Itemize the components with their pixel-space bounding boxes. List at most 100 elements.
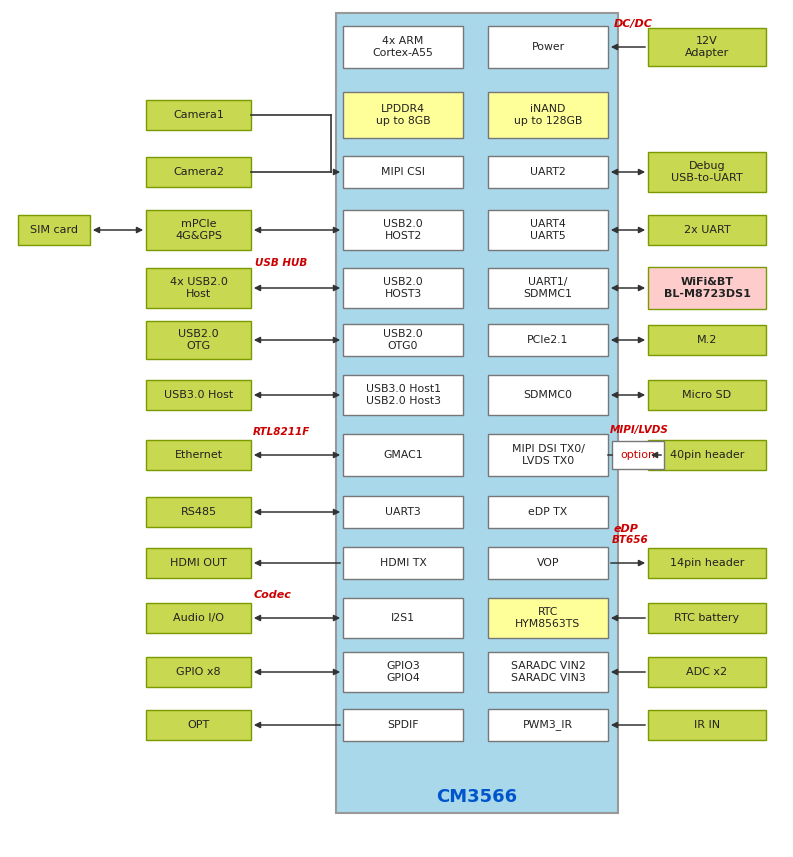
Text: USB2.0
OTG0: USB2.0 OTG0 xyxy=(383,329,423,351)
Text: Audio I/O: Audio I/O xyxy=(173,613,224,623)
Text: 40pin header: 40pin header xyxy=(670,450,744,460)
Text: Codec: Codec xyxy=(254,590,292,600)
Bar xyxy=(488,375,608,415)
Text: option: option xyxy=(620,450,656,460)
Text: Debug
USB-to-UART: Debug USB-to-UART xyxy=(671,161,743,183)
Text: Ethernet: Ethernet xyxy=(174,450,223,460)
Bar xyxy=(343,598,463,638)
Text: GPIO3
GPIO4: GPIO3 GPIO4 xyxy=(386,662,419,683)
Text: LPDDR4
up to 8GB: LPDDR4 up to 8GB xyxy=(376,105,431,126)
Bar xyxy=(343,547,463,579)
Text: 2x UART: 2x UART xyxy=(684,225,730,235)
Bar xyxy=(488,547,608,579)
Text: OPT: OPT xyxy=(187,720,209,730)
Bar xyxy=(343,210,463,250)
Bar xyxy=(343,156,463,188)
Text: GPIO x8: GPIO x8 xyxy=(176,667,220,677)
Text: UART3: UART3 xyxy=(385,507,421,517)
Text: Camera2: Camera2 xyxy=(173,167,224,177)
Bar xyxy=(146,100,251,130)
Text: PCIe2.1: PCIe2.1 xyxy=(527,335,569,345)
Text: HDMI TX: HDMI TX xyxy=(380,558,427,568)
Text: SIM card: SIM card xyxy=(30,225,78,235)
Text: SDMMC0: SDMMC0 xyxy=(523,390,573,400)
Bar xyxy=(146,657,251,687)
Bar xyxy=(146,440,251,470)
Text: USB HUB: USB HUB xyxy=(255,258,307,268)
Bar xyxy=(648,440,766,470)
Bar xyxy=(488,434,608,476)
Text: 14pin header: 14pin header xyxy=(670,558,744,568)
Text: RS485: RS485 xyxy=(181,507,216,517)
Bar xyxy=(648,710,766,740)
Bar xyxy=(648,267,766,309)
Text: USB3.0 Host1
USB2.0 Host3: USB3.0 Host1 USB2.0 Host3 xyxy=(366,384,440,406)
Text: RTC battery: RTC battery xyxy=(674,613,740,623)
Text: USB2.0
HOST2: USB2.0 HOST2 xyxy=(383,219,423,241)
Text: eDP TX: eDP TX xyxy=(528,507,568,517)
Text: BT656: BT656 xyxy=(612,535,649,545)
Bar xyxy=(343,375,463,415)
Text: eDP: eDP xyxy=(614,524,639,534)
Text: mPCIe
4G&GPS: mPCIe 4G&GPS xyxy=(175,219,222,241)
Bar xyxy=(488,324,608,356)
Bar xyxy=(146,548,251,578)
Text: UART1/
SDMMC1: UART1/ SDMMC1 xyxy=(523,277,573,299)
Text: UART2: UART2 xyxy=(531,167,566,177)
Text: iNAND
up to 128GB: iNAND up to 128GB xyxy=(514,105,582,126)
Bar xyxy=(648,28,766,66)
Bar xyxy=(488,496,608,528)
Text: UART4
UART5: UART4 UART5 xyxy=(531,219,566,241)
Text: IR IN: IR IN xyxy=(694,720,720,730)
Text: WiFi&BT
BL-M8723DS1: WiFi&BT BL-M8723DS1 xyxy=(664,277,750,299)
Text: 4x USB2.0
Host: 4x USB2.0 Host xyxy=(170,277,228,299)
Bar xyxy=(146,210,251,250)
Bar xyxy=(18,215,90,245)
Bar xyxy=(146,710,251,740)
Bar xyxy=(146,268,251,308)
Bar xyxy=(343,434,463,476)
Bar xyxy=(648,325,766,355)
Text: DC/DC: DC/DC xyxy=(614,19,653,29)
Bar xyxy=(343,709,463,741)
Bar xyxy=(343,324,463,356)
Text: PWM3_IR: PWM3_IR xyxy=(523,720,573,730)
Bar xyxy=(343,92,463,138)
Text: 4x ARM
Cortex-A55: 4x ARM Cortex-A55 xyxy=(373,36,434,57)
Bar xyxy=(336,13,618,813)
Text: MIPI DSI TX0/
LVDS TX0: MIPI DSI TX0/ LVDS TX0 xyxy=(511,444,584,466)
Text: RTL8211F: RTL8211F xyxy=(253,427,310,437)
Text: USB2.0
OTG: USB2.0 OTG xyxy=(178,329,219,351)
Bar xyxy=(146,157,251,187)
Text: SPDIF: SPDIF xyxy=(387,720,419,730)
Text: Micro SD: Micro SD xyxy=(683,390,732,400)
Text: Power: Power xyxy=(531,42,565,52)
Bar xyxy=(488,709,608,741)
Bar xyxy=(612,441,664,469)
Bar xyxy=(488,598,608,638)
Bar xyxy=(343,268,463,308)
Text: USB3.0 Host: USB3.0 Host xyxy=(164,390,233,400)
Text: CM3566: CM3566 xyxy=(436,788,518,806)
Text: MIPI CSI: MIPI CSI xyxy=(381,167,425,177)
Bar xyxy=(648,380,766,410)
Bar xyxy=(488,156,608,188)
Bar xyxy=(146,321,251,359)
Text: ADC x2: ADC x2 xyxy=(687,667,727,677)
Text: 12V
Adapter: 12V Adapter xyxy=(685,36,729,57)
Text: RTC
HYM8563TS: RTC HYM8563TS xyxy=(515,608,580,629)
Bar xyxy=(488,652,608,692)
Bar xyxy=(648,215,766,245)
Bar xyxy=(343,496,463,528)
Bar xyxy=(146,380,251,410)
Bar xyxy=(648,657,766,687)
Text: I2S1: I2S1 xyxy=(391,613,415,623)
Bar xyxy=(648,152,766,192)
Text: HDMI OUT: HDMI OUT xyxy=(170,558,227,568)
Bar xyxy=(488,210,608,250)
Bar xyxy=(648,603,766,633)
Bar xyxy=(488,92,608,138)
Bar xyxy=(488,26,608,68)
Text: SARADC VIN2
SARADC VIN3: SARADC VIN2 SARADC VIN3 xyxy=(511,662,585,683)
Text: GMAC1: GMAC1 xyxy=(383,450,423,460)
